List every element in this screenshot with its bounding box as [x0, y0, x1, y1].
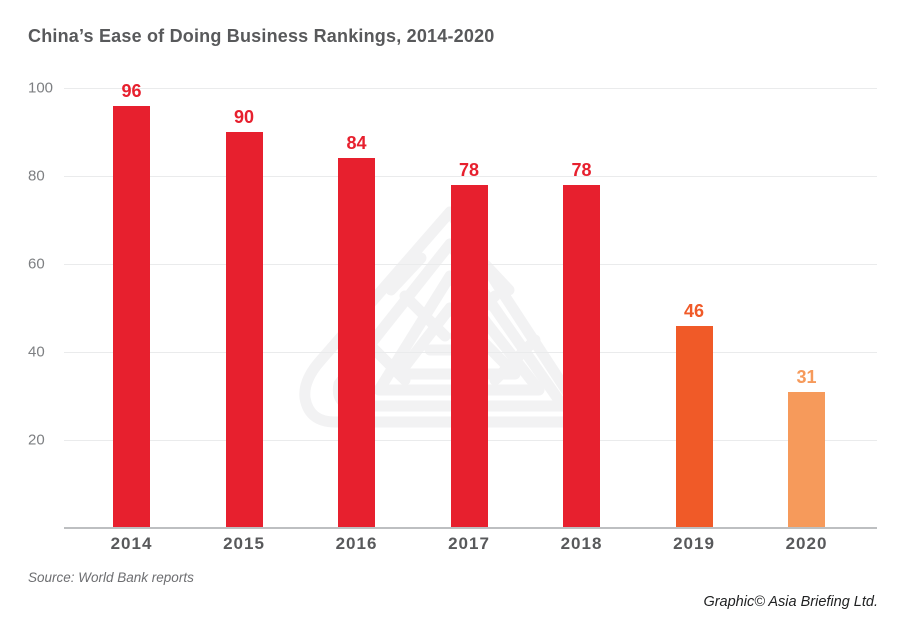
x-axis-label-2018: 2018: [560, 534, 603, 553]
gridline-80: [64, 176, 877, 177]
bar-2018: [563, 184, 600, 528]
x-axis-label-2016: 2016: [335, 534, 378, 553]
x-axis-baseline: [64, 527, 877, 529]
bar-value-2017: 78: [458, 159, 480, 180]
bar-value-2018: 78: [571, 159, 592, 180]
y-axis-tick-40: 40: [28, 343, 45, 361]
chart-title: China’s Ease of Doing Business Rankings,…: [28, 26, 495, 46]
y-axis-tick-20: 20: [28, 431, 45, 449]
gridline-100: [64, 88, 877, 89]
x-axis-label-2014: 2014: [110, 534, 153, 553]
bar-value-2016: 84: [346, 133, 367, 154]
source-note: Source: World Bank reports: [28, 570, 194, 585]
graphic-credit: Graphic© Asia Briefing Ltd.: [703, 594, 878, 610]
plot-area: [64, 88, 877, 528]
bar-2020: [788, 391, 825, 528]
x-axis-label-2015: 2015: [223, 534, 265, 553]
x-axis-label-2020: 2020: [785, 534, 828, 553]
bar-2015: [225, 132, 263, 528]
bar-value-2020: 31: [796, 366, 817, 387]
bar-value-2014: 96: [121, 80, 142, 101]
x-axis-label-2017: 2017: [448, 534, 490, 553]
y-axis-tick-60: 60: [28, 255, 45, 273]
x-axis-label-2019: 2019: [673, 534, 715, 553]
bar-value-2015: 90: [233, 107, 255, 127]
bar-2019: [675, 325, 713, 528]
bar-2014: [113, 105, 150, 528]
bar-value-2019: 46: [683, 300, 705, 321]
y-axis-tick-100: 100: [28, 79, 54, 97]
y-axis-tick-80: 80: [28, 167, 45, 185]
bar-2016: [338, 158, 375, 528]
bar-2017: [450, 184, 488, 528]
